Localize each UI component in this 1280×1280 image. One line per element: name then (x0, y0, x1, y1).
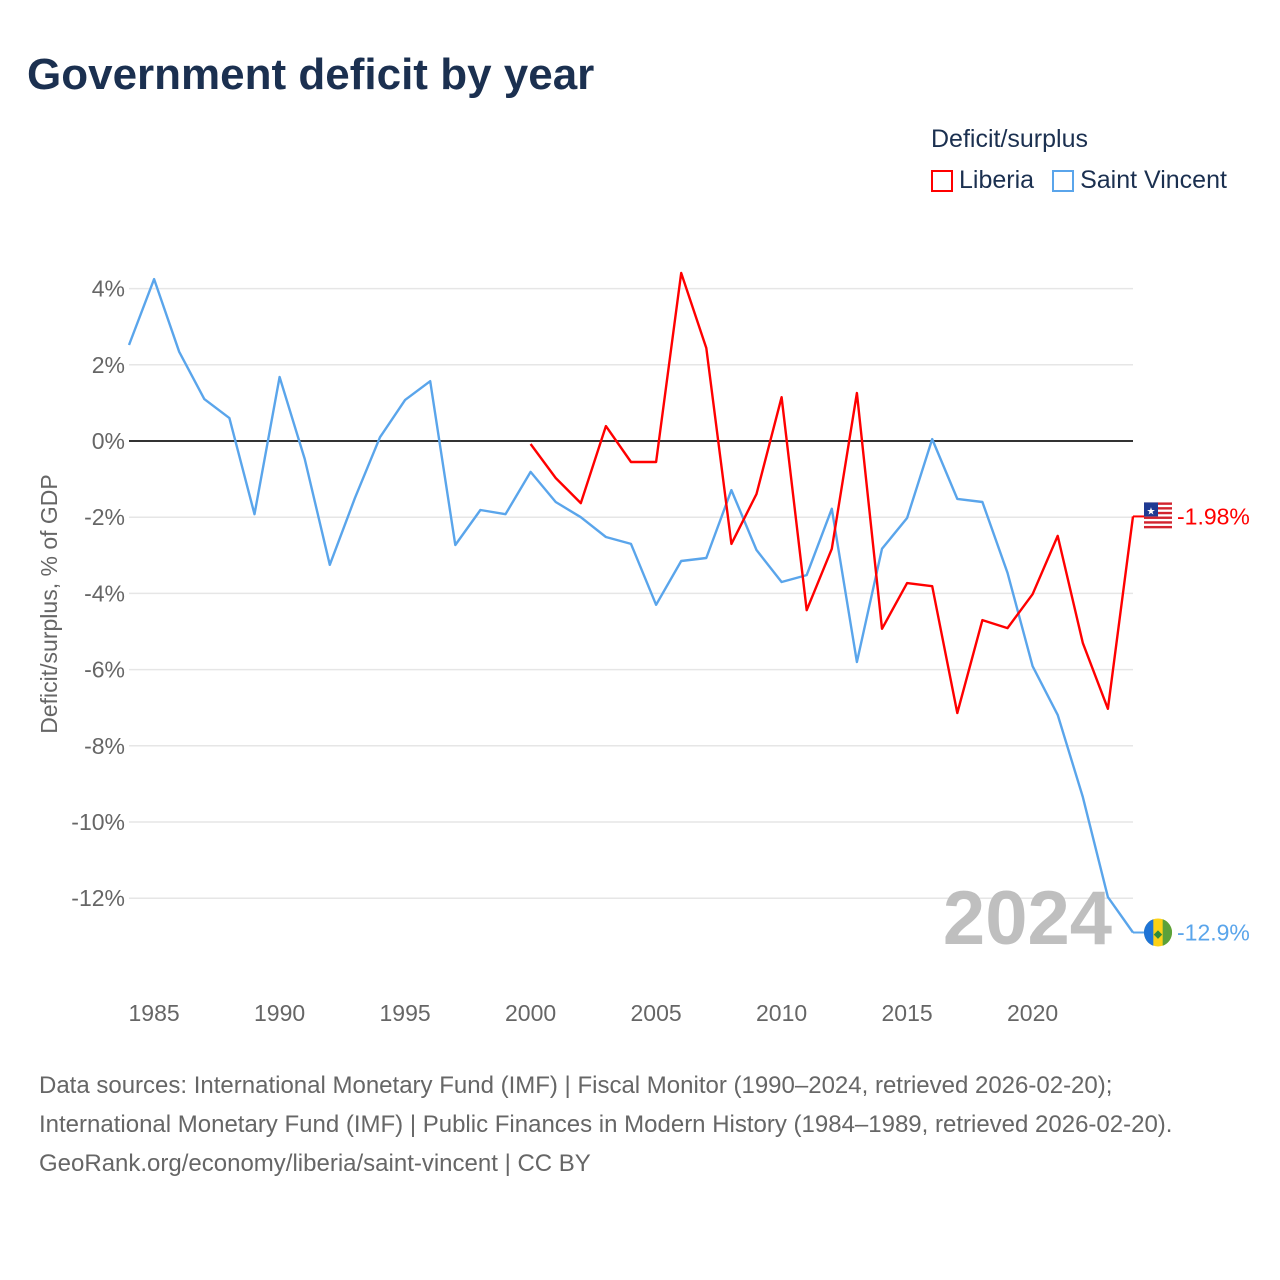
data-sources: Data sources: International Monetary Fun… (39, 1072, 1173, 1138)
credit-link[interactable]: GeoRank.org/economy/liberia/saint-vincen… (39, 1150, 591, 1177)
end-value-label-liberia: -1.98% (1177, 503, 1250, 529)
legend-item-liberia[interactable]: Liberia (931, 166, 1034, 195)
flag-blue (1143, 919, 1154, 946)
year-watermark: 2024 (943, 876, 1112, 961)
y-tick-label: 0% (92, 428, 125, 454)
y-tick-label: 4% (92, 276, 125, 302)
y-tick-label: -8% (84, 733, 125, 759)
chart-plot: 4% 2% 0% -2% -4% -6% -8% -10% -12% 1985 1990 1995 20… (36, 271, 1250, 1026)
y-tick-label: 2% (92, 352, 125, 378)
series-line-liberia (529, 271, 1135, 715)
y-tick-label: -2% (84, 504, 125, 530)
footer: Data sources: International Monetary Fun… (39, 1066, 1239, 1183)
x-tick-label: 2015 (882, 1000, 933, 1026)
series-line-saint-vincent (127, 277, 1134, 934)
x-tick-label: 2000 (505, 1000, 556, 1026)
legend-swatch-liberia (931, 169, 953, 192)
x-tick-label: 1985 (129, 1000, 180, 1026)
flag-stripe (1144, 521, 1172, 524)
x-tick-label: 2020 (1007, 1000, 1058, 1026)
y-tick-label: -12% (71, 885, 125, 911)
flag-stripe (1144, 525, 1172, 529)
legend-label-saint-vincent: Saint Vincent (1080, 166, 1227, 194)
y-tick-label: -10% (71, 809, 125, 835)
x-tick-label: 1990 (254, 1000, 305, 1026)
flag-green (1162, 919, 1173, 946)
y-tick-label: -4% (84, 580, 125, 606)
legend-item-saint-vincent[interactable]: Saint Vincent (1052, 166, 1227, 195)
legend-swatch-saint-vincent (1052, 169, 1075, 192)
flag-canton (1144, 502, 1158, 517)
chart-title: Government deficit by year (27, 50, 595, 99)
legend: Liberia Saint Vincent (931, 166, 1227, 195)
legend-label-liberia: Liberia (959, 166, 1035, 194)
x-tick-label: 2005 (631, 1000, 682, 1026)
legend-title: Deficit/surplus (931, 125, 1088, 153)
y-tick-label: -6% (84, 657, 125, 683)
flag-diamonds: ◆ (1154, 928, 1163, 940)
flag-star: ★ (1147, 506, 1156, 517)
y-axis-label: Deficit/surplus, % of GDP (36, 474, 62, 733)
flag-stripe (1144, 516, 1172, 519)
x-tick-label: 2010 (756, 1000, 807, 1026)
end-value-label-saint-vincent: -12.9% (1177, 919, 1250, 945)
x-tick-label: 1995 (380, 1000, 431, 1026)
